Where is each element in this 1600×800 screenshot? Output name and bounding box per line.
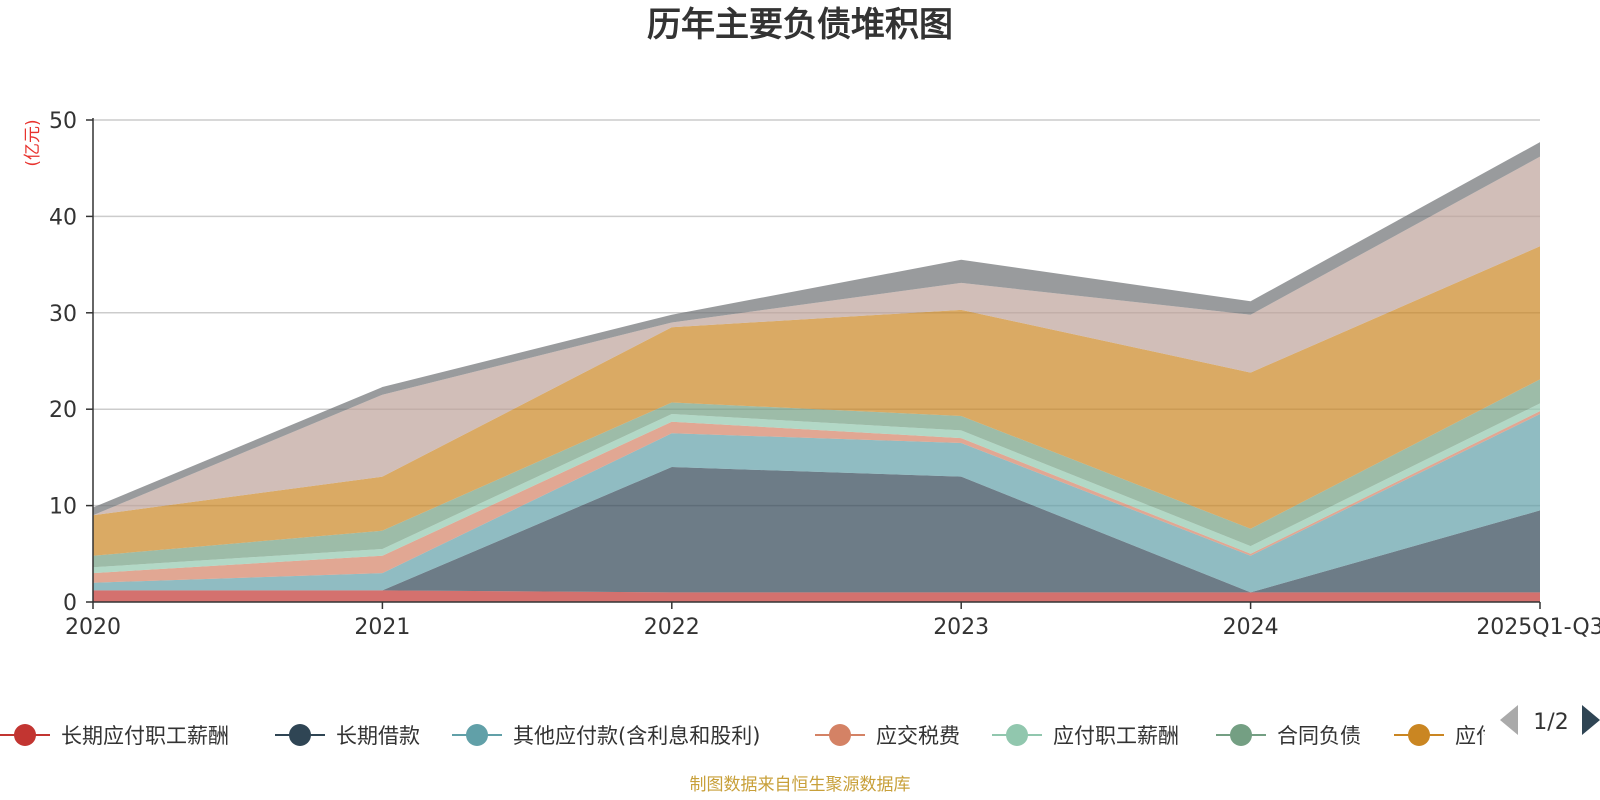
legend: 长期应付职工薪酬 长期借款 其他应付款(含利息和股利) 应交税费 应付职工薪酬 合同负债 应… [0,724,1539,748]
area-series-3 [93,411,1540,583]
chart-title: 历年主要负债堆积图 [647,5,953,45]
y-axis-unit: (亿元) [23,119,43,166]
y-tick-label: 10 [49,495,77,520]
legend-marker-icon [466,724,488,746]
legend-label: 应付职工薪酬 [1053,724,1179,748]
x-tick-label: 2022 [644,615,700,640]
legend-item[interactable]: 应交税费 [815,724,960,748]
y-tick-label: 30 [49,302,77,327]
legend-marker-icon [829,724,851,746]
legend-next-icon[interactable] [1582,705,1600,735]
legend-items: 长期应付职工薪酬 长期借款 其他应付款(含利息和股利) 应交税费 应付职工薪酬 合同负债 应… [0,724,1539,748]
y-tick-label: 40 [49,205,77,230]
legend-item[interactable]: 长期应付职工薪酬 [0,724,229,748]
legend-page-indicator: 1/2 [1533,710,1568,735]
area-series-6 [93,246,1540,556]
area-series-0 [93,590,1540,602]
legend-label: 应付账款 [1455,724,1539,748]
legend-prev-icon[interactable] [1500,705,1518,735]
legend-item[interactable]: 应付职工薪酬 [992,724,1179,748]
legend-pager: 1/2 [1500,705,1600,735]
x-tick-label: 2023 [933,615,989,640]
legend-label: 应交税费 [876,724,960,748]
y-tick-label: 20 [49,398,77,423]
legend-item[interactable]: 长期借款 [275,724,420,748]
source-note: 制图数据来自恒生聚源数据库 [690,775,911,795]
legend-marker-icon [1006,724,1028,746]
legend-label: 长期应付职工薪酬 [61,724,229,748]
y-tick-label: 0 [63,591,77,616]
x-tick-label: 2024 [1223,615,1279,640]
legend-label: 其他应付款(含利息和股利) [513,724,760,748]
legend-item[interactable]: 合同负债 [1216,724,1361,748]
y-tick-label: 50 [49,109,77,134]
legend-label: 长期借款 [336,724,420,748]
legend-item[interactable]: 应付账款 [1394,724,1539,748]
y-tick-labels: 0 10 20 30 40 50 [49,109,93,616]
area-series [93,142,1540,602]
area-series-1 [93,467,1540,593]
x-tick-labels: 2020 2021 2022 2023 2024 2025Q1-Q3 [65,602,1600,640]
legend-marker-icon [14,724,36,746]
legend-label: 合同负债 [1277,724,1361,748]
x-tick-label: 2021 [354,615,410,640]
x-tick-label: 2025Q1-Q3 [1476,615,1600,640]
area-series-5 [93,379,1540,568]
area-series-7 [93,156,1540,516]
legend-item[interactable]: 其他应付款(含利息和股利) [452,724,760,748]
legend-marker-icon [289,724,311,746]
area-series-2 [93,414,1540,593]
legend-marker-icon [1408,724,1430,746]
axes [92,118,1540,603]
x-tick-label: 2020 [65,615,121,640]
legend-marker-icon [1230,724,1252,746]
